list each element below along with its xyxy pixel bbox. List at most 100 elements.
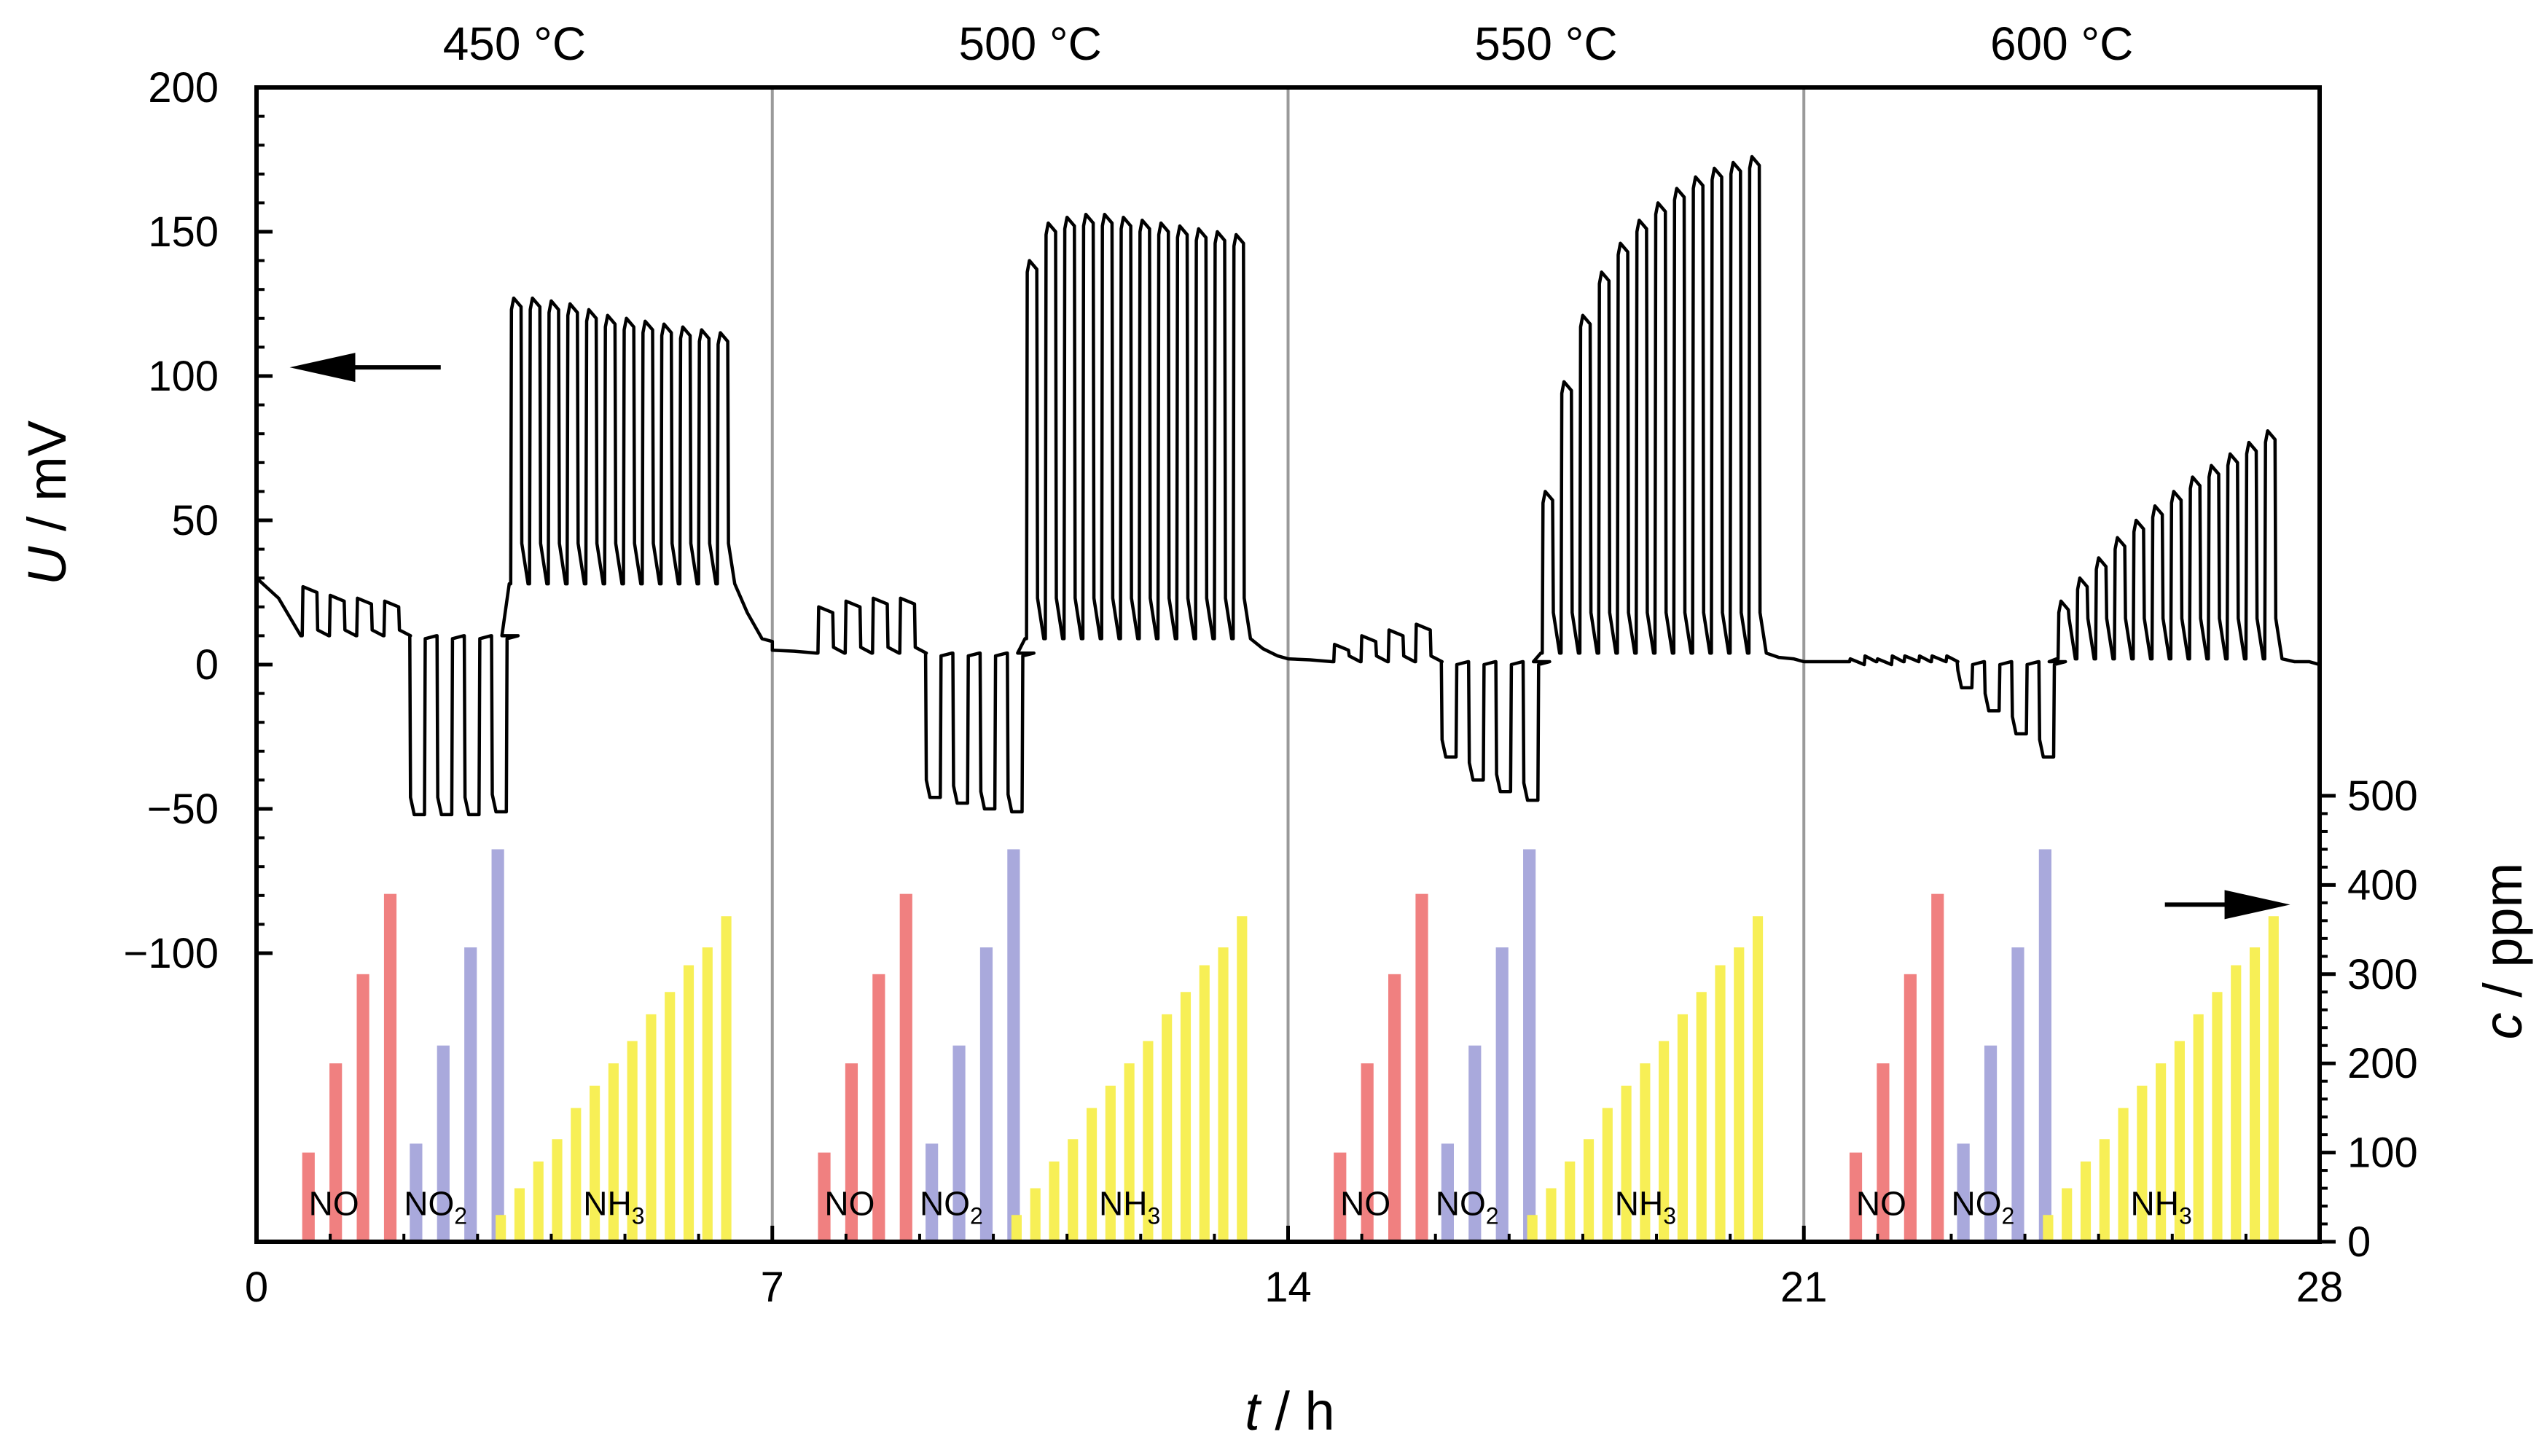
axis-arrows — [289, 353, 2290, 920]
y2-tick-label: 0 — [2347, 1218, 2371, 1266]
y-tick-label: 100 — [148, 353, 219, 400]
nh3-conc-bar — [552, 1139, 563, 1242]
y-tick-labels: 200 150 100 50 0 −50 −100 — [123, 64, 219, 977]
nh3-conc-bar — [1696, 992, 1707, 1242]
nh3-conc-bar — [1734, 947, 1745, 1242]
gas-label: NO — [309, 1184, 359, 1222]
nh3-conc-bar — [1715, 965, 1726, 1242]
axis-ticks — [254, 85, 2336, 1244]
no-conc-bar — [1415, 893, 1428, 1242]
no2-conc-bar — [926, 1143, 939, 1242]
y-tick-label: −50 — [147, 786, 219, 833]
x-tick-labels: 0 7 14 21 28 — [245, 1264, 2343, 1311]
no2-conc-bar — [437, 1045, 450, 1242]
temperature-labels: 450 °C 500 °C 550 °C 600 °C — [443, 17, 2134, 70]
nh3-conc-bar — [1621, 1085, 1632, 1242]
y-tick-label: 0 — [195, 641, 219, 689]
x-tick-label: 7 — [761, 1264, 784, 1311]
nh3-conc-bar — [1049, 1161, 1060, 1242]
no2-conc-bar — [1984, 1045, 1998, 1242]
nh3-conc-bar — [1011, 1215, 1022, 1242]
gas-label: NH3 — [2130, 1184, 2191, 1229]
nh3-conc-bar — [1565, 1161, 1576, 1242]
y-tick-label: −100 — [123, 930, 219, 977]
nh3-conc-bar — [1546, 1188, 1557, 1242]
no2-conc-bar — [2038, 849, 2051, 1242]
nh3-conc-bar — [571, 1108, 582, 1242]
left-axis-arrow-head — [289, 353, 356, 383]
y2-tick-label: 200 — [2347, 1040, 2418, 1087]
nh3-conc-bar — [646, 1014, 657, 1242]
no2-conc-bar — [1468, 1045, 1482, 1242]
no-conc-bar — [302, 1152, 315, 1242]
nh3-conc-bar — [1583, 1139, 1595, 1242]
nh3-conc-bar — [1124, 1063, 1135, 1242]
nh3-conc-bar — [1640, 1063, 1651, 1242]
nh3-conc-bar — [1527, 1215, 1538, 1242]
no2-conc-bar — [952, 1045, 966, 1242]
nh3-conc-bar — [2249, 947, 2261, 1242]
no-conc-bar — [383, 893, 397, 1242]
nh3-conc-bar — [1180, 992, 1192, 1242]
gas-label: NH3 — [1099, 1184, 1160, 1229]
gas-label: NO2 — [404, 1184, 467, 1229]
temperature-label: 600 °C — [1990, 17, 2133, 70]
y2-tick-label: 100 — [2347, 1130, 2418, 1177]
no-conc-bar — [1904, 974, 1917, 1242]
right-axis-arrow-head — [2224, 890, 2290, 920]
no-conc-bar — [1361, 1063, 1374, 1242]
temperature-label: 500 °C — [958, 17, 1101, 70]
no2-conc-bar — [1523, 849, 1536, 1242]
y-tick-label: 200 — [148, 64, 219, 111]
y2-tick-label: 300 — [2347, 951, 2418, 998]
nh3-conc-bar — [702, 947, 713, 1242]
gas-label: NO2 — [1952, 1184, 2015, 1229]
no-conc-bar — [1931, 893, 1944, 1242]
nh3-conc-bar — [2062, 1188, 2073, 1242]
nh3-conc-bar — [514, 1188, 525, 1242]
no2-conc-bar — [1957, 1143, 1970, 1242]
concentration-bars — [302, 849, 2279, 1242]
nh3-conc-bar — [2118, 1108, 2129, 1242]
segment-dividers — [770, 87, 1806, 1242]
gas-label: NH3 — [583, 1184, 644, 1229]
no-conc-bar — [329, 1063, 343, 1242]
gas-label: NO — [824, 1184, 875, 1222]
voltage-trace — [255, 154, 2320, 817]
nh3-conc-bar — [1199, 965, 1210, 1242]
temperature-label: 550 °C — [1474, 17, 1617, 70]
nh3-conc-bar — [496, 1215, 506, 1242]
nh3-conc-bar — [1659, 1041, 1670, 1242]
no-conc-bar — [818, 1152, 831, 1242]
nh3-conc-bar — [2137, 1085, 2148, 1242]
x-tick-label: 21 — [1780, 1264, 1828, 1311]
nh3-conc-bar — [1218, 947, 1229, 1242]
y2-tick-label: 500 — [2347, 772, 2418, 820]
x-tick-label: 28 — [2296, 1264, 2344, 1311]
nh3-conc-bar — [1086, 1108, 1098, 1242]
no-conc-bar — [845, 1063, 858, 1242]
nh3-conc-bar — [1105, 1085, 1116, 1242]
nh3-conc-bar — [608, 1063, 619, 1242]
no-conc-bar — [356, 974, 369, 1242]
nh3-conc-bar — [2099, 1139, 2110, 1242]
gas-label: NO — [1856, 1184, 1906, 1222]
nh3-conc-bar — [1752, 916, 1764, 1242]
no-conc-bar — [1388, 974, 1401, 1242]
no2-conc-bar — [491, 849, 504, 1242]
y2-tick-labels: 500 400 300 200 100 0 — [2347, 772, 2418, 1266]
nh3-conc-bar — [2268, 916, 2279, 1242]
gas-label: NO — [1340, 1184, 1390, 1222]
no2-conc-bar — [979, 947, 993, 1242]
y2-axis-title: c / ppm — [2473, 863, 2533, 1040]
nh3-conc-bar — [2043, 1215, 2054, 1242]
no2-conc-bar — [464, 947, 477, 1242]
no2-conc-bar — [1441, 1143, 1454, 1242]
nh3-conc-bar — [665, 992, 676, 1242]
temperature-label: 450 °C — [443, 17, 586, 70]
y-tick-label: 50 — [171, 497, 219, 544]
no2-conc-bar — [1495, 947, 1509, 1242]
nh3-conc-bar — [1162, 1014, 1173, 1242]
nh3-conc-bar — [1602, 1108, 1613, 1242]
no2-conc-bar — [2011, 947, 2024, 1242]
